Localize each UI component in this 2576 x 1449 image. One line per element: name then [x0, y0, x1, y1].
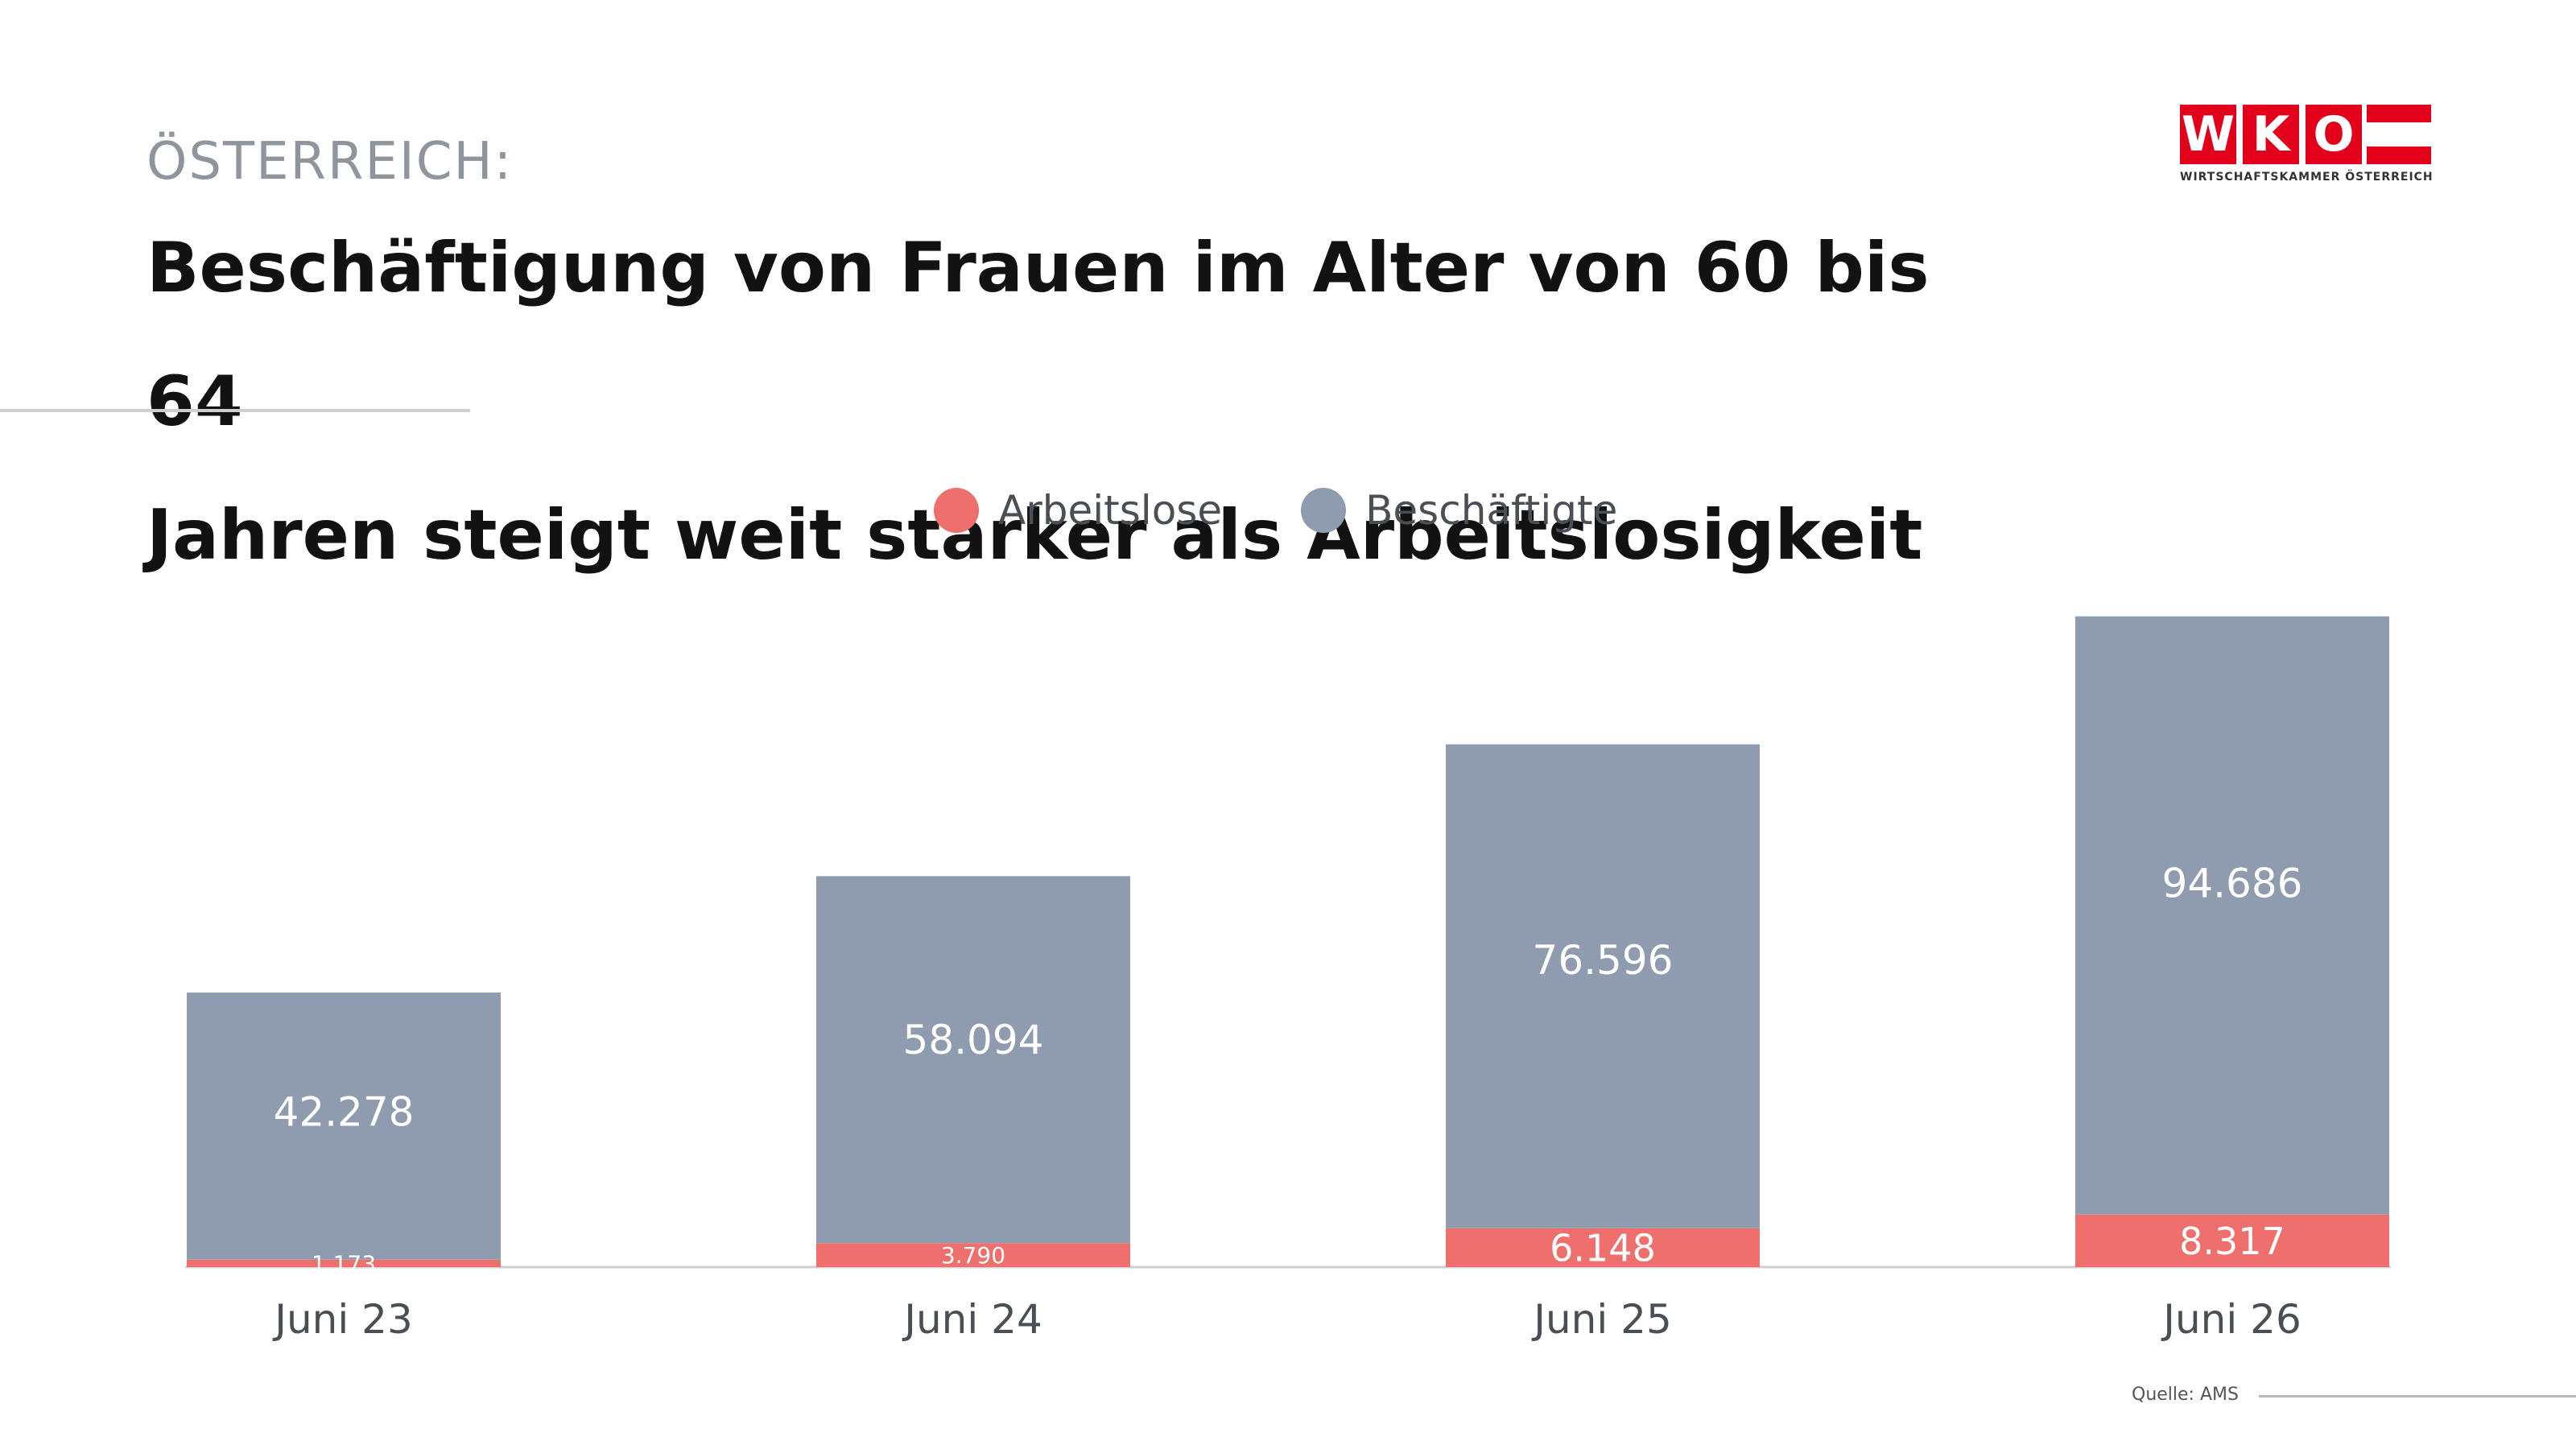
data-label-arbeitslose-juni-23: 1.173: [312, 1250, 376, 1277]
source-divider: [2259, 1395, 2576, 1397]
legend-item-beschaeftigte: Beschäftigte: [1301, 487, 1617, 534]
chart-legend: Arbeitslose Beschäftigte: [934, 481, 1617, 539]
chart-title-line-2: Jahren steigt weit stärker als Arbeitslo…: [147, 495, 1923, 576]
data-label-beschaeftigte-juni-24: 58.094: [903, 1017, 1044, 1063]
legend-item-arbeitslose: Arbeitslose: [934, 487, 1222, 534]
bar-beschaeftigte-juni-26: [2075, 616, 2389, 1215]
bar-arbeitslose-juni-25: [1446, 1228, 1760, 1267]
bar-arbeitslose-juni-26: [2075, 1214, 2389, 1267]
data-label-beschaeftigte-juni-26: 94.686: [2162, 860, 2303, 906]
bar-beschaeftigte-juni-24: [816, 876, 1130, 1244]
data-label-arbeitslose-juni-24: 3.790: [941, 1242, 1005, 1269]
data-label-arbeitslose-juni-25: 6.148: [1550, 1226, 1656, 1269]
x-tick-label-juni-23: Juni 23: [272, 1296, 413, 1343]
chart-title: Beschäftigung von Frauen im Alter von 60…: [147, 201, 1998, 602]
bar-arbeitslose-juni-24: [816, 1243, 1130, 1267]
legend-label-arbeitslose: Arbeitslose: [998, 487, 1223, 534]
bar-arbeitslose-juni-23: [187, 1259, 501, 1267]
x-tick-label-juni-24: Juni 24: [902, 1296, 1042, 1343]
title-divider: [0, 409, 470, 412]
chart-title-line-1: Beschäftigung von Frauen im Alter von 60…: [147, 228, 1930, 442]
logo-letter-o: O: [2306, 105, 2362, 164]
data-label-arbeitslose-juni-26: 8.317: [2179, 1220, 2285, 1263]
data-label-beschaeftigte-juni-23: 42.278: [274, 1089, 415, 1136]
logo-flag-stripe-bottom: [2367, 147, 2431, 164]
x-tick-label-juni-26: Juni 26: [2161, 1296, 2301, 1343]
logo-subtitle: WIRTSCHAFTSKAMMER ÖSTERREICH: [2180, 171, 2434, 184]
source-note: Quelle: AMS: [2132, 1385, 2239, 1405]
wko-logo: W K O WIRTSCHAFTSKAMMER ÖSTERREICH: [2180, 105, 2434, 187]
bar-beschaeftigte-juni-25: [1446, 744, 1760, 1228]
wko-logo-mark: W K O: [2180, 105, 2431, 164]
logo-letter-k: K: [2243, 105, 2299, 164]
bar-beschaeftigte-juni-23: [187, 993, 501, 1260]
x-tick-label-juni-25: Juni 25: [1531, 1296, 1672, 1343]
kicker-text: ÖSTERREICH:: [147, 132, 514, 192]
legend-swatch-arbeitslose: [934, 488, 979, 533]
legend-label-beschaeftigte: Beschäftigte: [1365, 487, 1618, 534]
legend-swatch-beschaeftigte: [1301, 488, 1347, 533]
data-label-beschaeftigte-juni-25: 76.596: [1533, 937, 1674, 984]
logo-letter-w: W: [2180, 105, 2236, 164]
logo-flag-stripe-top: [2367, 105, 2431, 122]
